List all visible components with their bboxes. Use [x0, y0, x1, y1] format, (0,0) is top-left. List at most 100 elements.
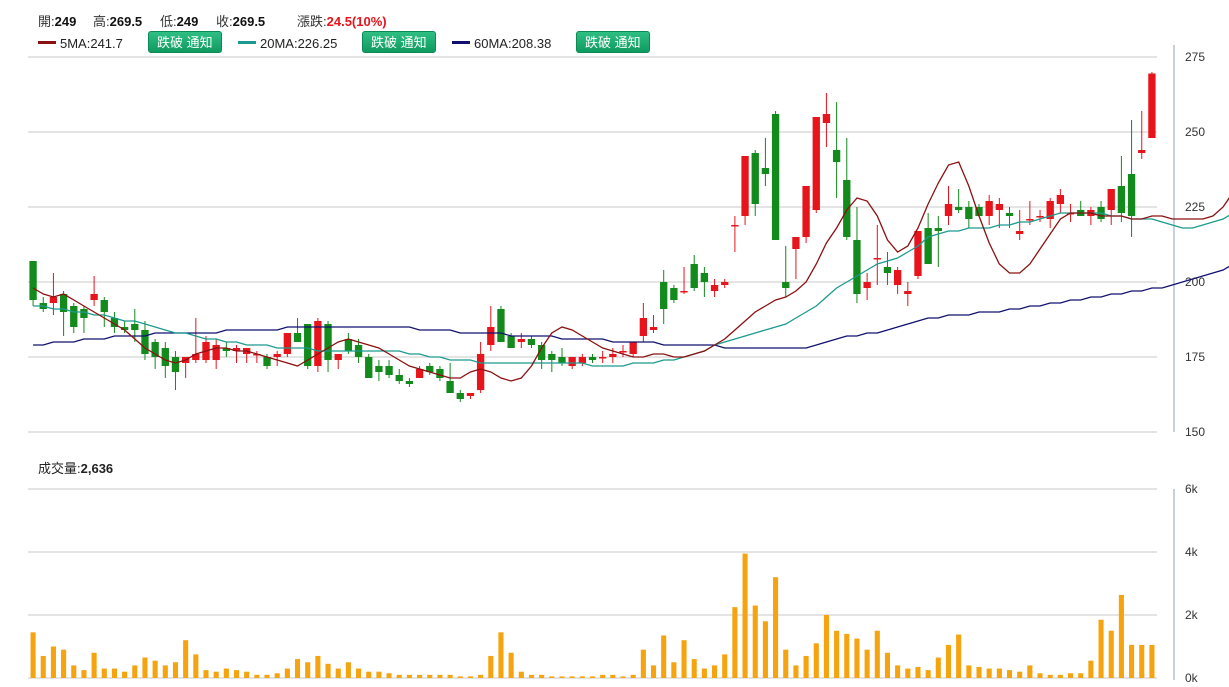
volume-bar — [305, 662, 311, 678]
high-value: 269.5 — [109, 14, 143, 29]
candle — [273, 351, 281, 366]
candle-body — [853, 240, 861, 294]
volume-bar — [417, 674, 423, 678]
open-value: 249 — [54, 14, 77, 29]
volume-bar — [884, 652, 891, 678]
candle-body — [212, 345, 220, 360]
candle-body — [304, 324, 312, 366]
volume-bar — [712, 665, 718, 678]
volume-bar — [528, 674, 535, 678]
candle-body — [568, 357, 576, 366]
change-label: 漲跌: — [297, 14, 327, 29]
candle — [90, 276, 98, 306]
ma60-legend: 60MA:208.38 — [452, 36, 551, 51]
candle — [192, 318, 200, 363]
candle-body — [1138, 150, 1146, 153]
volume-bar — [1129, 644, 1135, 678]
candle — [1097, 201, 1105, 222]
ma5-line — [32, 161, 1229, 382]
volume-bar — [457, 676, 463, 678]
volume-bar — [813, 643, 819, 678]
candle-body — [120, 327, 129, 330]
volume-bar — [1139, 644, 1145, 678]
volume-bar — [925, 670, 931, 678]
volume-bar — [1057, 674, 1063, 678]
candle — [243, 348, 251, 363]
candle — [588, 354, 597, 363]
ma20-break-notify-button[interactable]: 跌破 通知 — [362, 31, 436, 53]
volume-bar — [325, 663, 331, 678]
ma60-break-notify-button[interactable]: 跌破 通知 — [576, 31, 650, 53]
ma5-break-notify-button[interactable]: 跌破 通知 — [148, 31, 222, 53]
candle — [649, 315, 658, 333]
candle — [405, 378, 414, 387]
candle-body — [904, 291, 912, 294]
volume-bar — [50, 646, 56, 678]
candle-body — [1066, 213, 1075, 215]
low-value: 249 — [176, 14, 199, 29]
candle-body — [415, 369, 424, 378]
candle-body — [334, 354, 342, 360]
candle-body — [893, 270, 902, 285]
candle — [456, 390, 464, 402]
ma20-label: 20MA:226.25 — [260, 36, 338, 51]
candle-body — [446, 381, 454, 393]
volume-bar — [406, 674, 412, 678]
candle-body — [955, 207, 963, 210]
volume-bar — [905, 668, 911, 678]
candle — [1046, 198, 1054, 228]
volume-bar — [549, 676, 555, 678]
candle-body — [710, 285, 719, 291]
candle-body — [700, 273, 709, 282]
candle-body — [426, 366, 434, 372]
volume-bar — [640, 649, 646, 678]
price-tick-label: 275 — [1185, 50, 1205, 64]
candle — [426, 363, 434, 375]
volume-bar — [1037, 673, 1043, 678]
candle-body — [660, 282, 668, 309]
volume-bar — [183, 640, 189, 678]
candle — [955, 189, 963, 213]
open-readout: 開:249 — [38, 11, 76, 30]
volume-bar — [244, 671, 250, 678]
candle-body — [273, 354, 281, 357]
candle — [629, 342, 637, 357]
volume-bar — [366, 671, 372, 678]
candle — [202, 336, 210, 363]
volume-bar — [1108, 630, 1114, 678]
candle — [670, 285, 678, 303]
candle-body — [131, 324, 139, 330]
volume-bar — [1118, 594, 1124, 678]
volume-bar — [803, 655, 809, 678]
volume-bar — [132, 665, 138, 678]
candle-body — [385, 366, 393, 375]
candle — [771, 111, 780, 240]
candle — [1148, 72, 1156, 138]
volume-bar — [427, 674, 433, 678]
candle — [863, 273, 871, 300]
candle-body — [1127, 174, 1136, 216]
candle — [782, 246, 790, 297]
volume-bar — [294, 659, 301, 678]
close-readout: 收:269.5 — [216, 11, 265, 30]
candle — [537, 342, 546, 369]
volume-bar — [203, 670, 209, 678]
volume-bar — [437, 674, 443, 678]
candle-body — [517, 339, 525, 342]
candle — [832, 102, 841, 198]
candle-body — [110, 318, 119, 327]
volume-bar — [773, 577, 779, 678]
candle-body — [344, 339, 353, 351]
volume-bar — [111, 668, 117, 678]
volume-bar — [600, 674, 606, 678]
candle — [120, 321, 129, 333]
candle-body — [883, 267, 892, 273]
volume-label: 成交量: — [38, 461, 81, 476]
volume-bar — [396, 674, 402, 678]
close-label: 收: — [216, 14, 233, 29]
candle — [1036, 210, 1044, 222]
candle-body — [537, 345, 546, 360]
candle — [324, 321, 332, 372]
volume-bar — [223, 668, 229, 678]
candle — [100, 297, 108, 327]
